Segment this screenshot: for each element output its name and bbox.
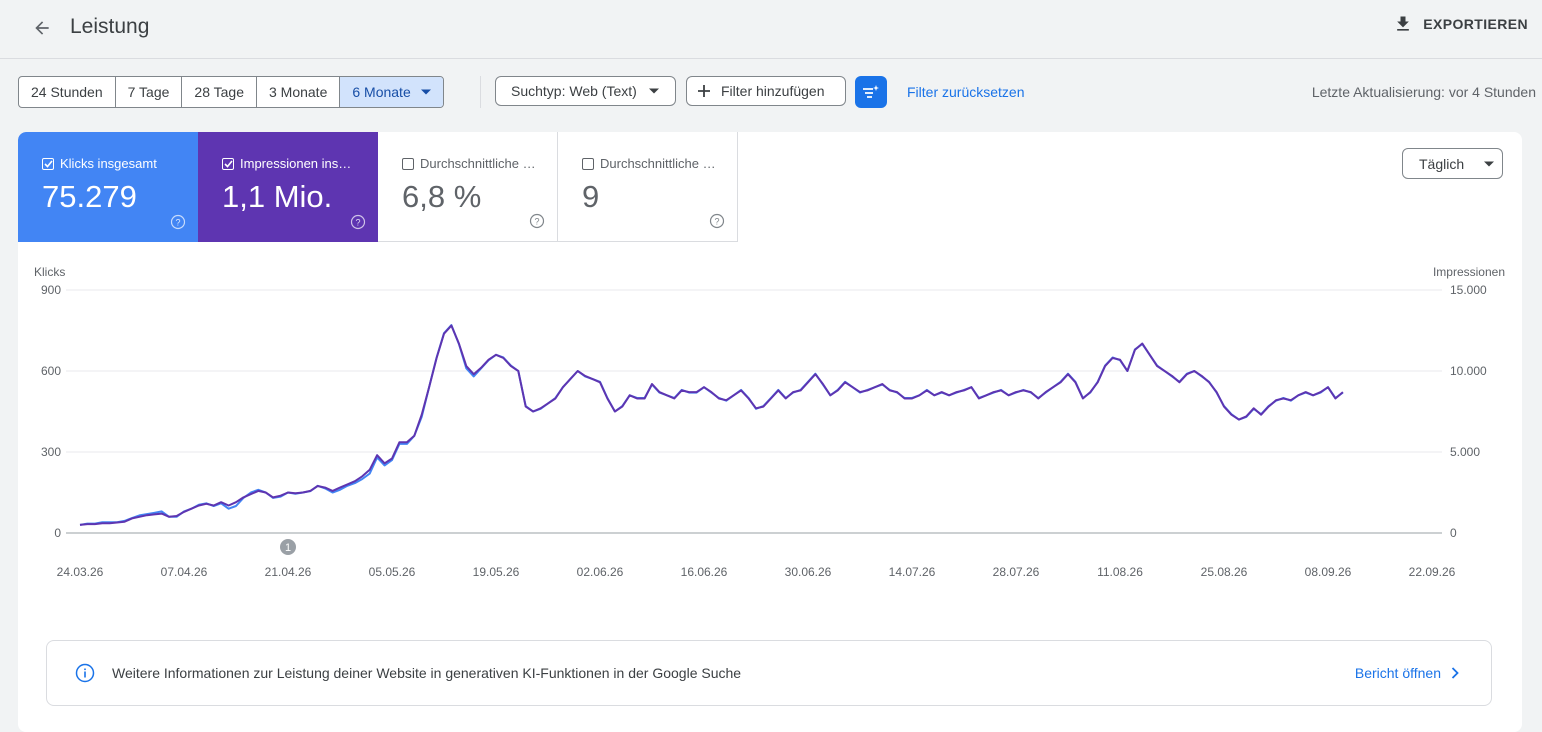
metric-ctr[interactable]: Durchschnittliche … 6,8 % ? (378, 132, 558, 242)
metric-impressions-value: 1,1 Mio. (222, 179, 333, 214)
checkbox-unchecked-icon[interactable] (402, 157, 414, 170)
help-icon[interactable]: ? (709, 213, 725, 229)
reset-filter-link[interactable]: Filter zurücksetzen (907, 84, 1025, 100)
x-tick-label: 21.04.26 (265, 565, 312, 579)
ai-features-info-bar: Weitere Informationen zur Leistung deine… (46, 640, 1492, 706)
metric-clicks[interactable]: Klicks insgesamt 75.279 ? (18, 132, 198, 242)
help-icon[interactable]: ? (350, 214, 366, 230)
svg-text:?: ? (175, 218, 180, 228)
range-6-months[interactable]: 6 Monate (340, 77, 443, 107)
last-update-text: Letzte Aktualisierung: vor 4 Stunden (1311, 84, 1536, 100)
range-24-hours[interactable]: 24 Stunden (19, 77, 116, 107)
metric-position-label: Durchschnittliche … (600, 156, 716, 171)
metric-impressions-label: Impressionen ins… (240, 156, 352, 171)
svg-text:?: ? (534, 217, 539, 227)
y-right-tick-label: 0 (1450, 526, 1457, 540)
metric-impressions-header: Impressionen ins… (222, 156, 378, 171)
y-left-tick-label: 600 (41, 364, 61, 378)
toolbar-divider (480, 76, 481, 108)
page-title: Leistung (70, 15, 150, 38)
ai-filter-button[interactable] (855, 76, 887, 108)
x-tick-label: 25.08.26 (1201, 565, 1248, 579)
back-button[interactable] (26, 12, 58, 44)
arrow-back-icon (35, 21, 49, 35)
metric-position-value: 9 (582, 179, 600, 214)
metric-clicks-label: Klicks insgesamt (60, 156, 157, 171)
series-line-impressions (79, 324, 1344, 526)
help-icon[interactable]: ? (170, 214, 186, 230)
x-tick-label: 14.07.26 (889, 565, 936, 579)
open-report-link[interactable]: Bericht öffnen (1355, 665, 1459, 681)
metric-ctr-label: Durchschnittliche … (420, 156, 536, 171)
page-header: Leistung EXPORTIEREN (0, 0, 1542, 59)
granularity-label: Täglich (1419, 155, 1465, 172)
checkbox-checked-icon[interactable] (42, 157, 54, 170)
help-icon[interactable]: ? (529, 213, 545, 229)
x-tick-label: 22.09.26 (1409, 565, 1456, 579)
x-tick-label: 19.05.26 (473, 565, 520, 579)
metric-ctr-value: 6,8 % (402, 179, 482, 214)
dropdown-arrow-icon (420, 89, 431, 95)
svg-text:?: ? (355, 218, 360, 228)
x-tick-label: 05.05.26 (369, 565, 416, 579)
export-button[interactable]: EXPORTIEREN (1393, 14, 1528, 34)
dropdown-arrow-icon (1484, 161, 1495, 166)
y-right-tick-label: 15.000 (1450, 283, 1487, 297)
chevron-right-icon (1451, 667, 1459, 679)
checkbox-unchecked-icon[interactable] (582, 157, 594, 170)
x-tick-label: 11.08.26 (1097, 565, 1143, 579)
metric-position-header: Durchschnittliche … (582, 156, 737, 171)
x-tick-label: 02.06.26 (577, 565, 624, 579)
range-3-months[interactable]: 3 Monate (257, 77, 341, 107)
checkbox-checked-icon[interactable] (222, 157, 234, 170)
metric-clicks-value: 75.279 (42, 179, 137, 214)
range-6-months-label: 6 Monate (352, 84, 411, 100)
range-7-days[interactable]: 7 Tage (116, 77, 183, 107)
y-left-tick-label: 300 (41, 445, 61, 459)
date-range-selector: 24 Stunden 7 Tage 28 Tage 3 Monate 6 Mon… (18, 76, 444, 108)
add-filter-button[interactable]: Filter hinzufügen (686, 76, 846, 106)
y-right-tick-label: 5.000 (1450, 445, 1480, 459)
dropdown-arrow-icon (648, 88, 659, 94)
metric-clicks-header: Klicks insgesamt (42, 156, 198, 171)
x-tick-label: 24.03.26 (57, 565, 104, 579)
plus-icon (698, 85, 710, 97)
filter-sparkle-icon (863, 85, 879, 98)
granularity-dropdown[interactable]: Täglich (1402, 148, 1503, 179)
search-type-dropdown[interactable]: Suchtyp: Web (Text) (495, 76, 676, 106)
annotation-label: 1 (285, 542, 291, 554)
annotation-marker[interactable]: 1 (280, 539, 296, 555)
y-left-axis-label: Klicks (34, 265, 65, 279)
search-type-label: Suchtyp: Web (Text) (511, 83, 637, 99)
x-tick-label: 08.09.26 (1305, 565, 1352, 579)
info-icon (75, 663, 95, 683)
metric-impressions[interactable]: Impressionen ins… 1,1 Mio. ? (198, 132, 378, 242)
performance-card: Klicks insgesamt 75.279 ? Impressionen i… (18, 132, 1522, 732)
open-report-label: Bericht öffnen (1354, 665, 1441, 681)
y-left-tick-label: 0 (54, 526, 61, 540)
download-icon (1397, 16, 1410, 31)
y-right-tick-label: 10.000 (1450, 364, 1487, 378)
svg-text:?: ? (714, 217, 719, 227)
y-right-axis-label: Impressionen (1433, 265, 1505, 279)
export-label: EXPORTIEREN (1423, 16, 1528, 32)
range-28-days[interactable]: 28 Tage (182, 77, 257, 107)
x-tick-label: 30.06.26 (785, 565, 832, 579)
x-tick-label: 16.06.26 (681, 565, 728, 579)
x-tick-label: 07.04.26 (161, 565, 208, 579)
metric-ctr-header: Durchschnittliche … (402, 156, 557, 171)
y-left-tick-label: 900 (41, 283, 61, 297)
x-tick-label: 28.07.26 (993, 565, 1040, 579)
metric-position[interactable]: Durchschnittliche … 9 ? (558, 132, 738, 242)
info-text: Weitere Informationen zur Leistung deine… (112, 665, 742, 681)
add-filter-label: Filter hinzufügen (721, 83, 825, 99)
